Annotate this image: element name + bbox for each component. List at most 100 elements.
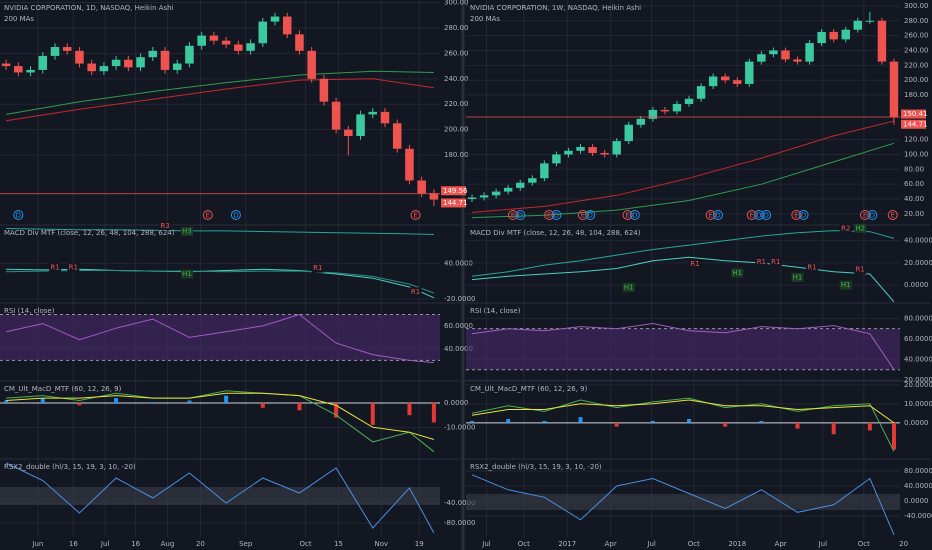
candle-body bbox=[708, 76, 718, 87]
indicator-line bbox=[6, 390, 435, 453]
x-tick-label: Nov bbox=[374, 540, 388, 548]
histogram-bar bbox=[224, 395, 229, 403]
signal-label: R1 bbox=[856, 266, 865, 274]
candle-body bbox=[99, 66, 109, 72]
x-tick-label: Oct bbox=[858, 540, 870, 548]
price-tag-label: 144.71 bbox=[903, 120, 928, 128]
event-marker bbox=[860, 210, 871, 220]
event-marker bbox=[887, 210, 898, 220]
candle-body bbox=[429, 193, 439, 200]
signal-label: R2 bbox=[841, 224, 850, 232]
candle-body bbox=[781, 50, 790, 60]
x-tick-label: Aug bbox=[161, 540, 175, 548]
price-tag-label: 144.71 bbox=[443, 199, 468, 207]
event-label: D bbox=[756, 212, 761, 220]
histogram-bar bbox=[542, 420, 547, 423]
candle-body bbox=[612, 141, 621, 155]
signal-label: R1 bbox=[50, 264, 59, 272]
signal-label: R1 bbox=[690, 260, 699, 268]
y-tick-label: 40.0000 bbox=[444, 345, 473, 353]
event-marker bbox=[544, 210, 555, 220]
price-tag-label: 150.41 bbox=[903, 110, 928, 118]
x-tick-label: Jul bbox=[481, 540, 491, 548]
indicator-line bbox=[471, 399, 895, 424]
y-tick-label: -40.0000 bbox=[444, 499, 475, 507]
signal-box bbox=[67, 263, 80, 273]
x-tick-label: 16 bbox=[131, 540, 140, 548]
signal-box bbox=[805, 262, 818, 272]
candle-body bbox=[307, 50, 316, 79]
candle-body bbox=[319, 78, 329, 102]
candle-body bbox=[295, 34, 304, 51]
y-tick-label: 220.00 bbox=[444, 100, 469, 108]
y-tick-label: 20.00 bbox=[904, 210, 924, 218]
event-label: D bbox=[16, 212, 21, 220]
histogram-bar bbox=[4, 400, 9, 403]
candle-body bbox=[841, 29, 850, 40]
candle-body bbox=[648, 109, 658, 119]
signal-label: R1 bbox=[313, 264, 322, 272]
event-marker bbox=[551, 210, 562, 220]
candle-body bbox=[392, 123, 402, 149]
event-marker bbox=[508, 210, 519, 220]
price-tag bbox=[901, 109, 926, 119]
y-tick-label: 20.0000 bbox=[904, 376, 932, 384]
event-label: D bbox=[554, 212, 559, 220]
candle-body bbox=[344, 129, 353, 137]
signal-label: H1 bbox=[624, 283, 634, 291]
candle-body bbox=[417, 180, 426, 194]
signal-label: R3 bbox=[160, 222, 169, 230]
event-marker bbox=[515, 210, 526, 220]
signal-label: H1 bbox=[182, 270, 192, 278]
moving-average bbox=[471, 120, 895, 213]
y-tick-label: 10.0000 bbox=[904, 400, 932, 408]
signal-box bbox=[689, 259, 702, 269]
candle-body bbox=[246, 43, 255, 51]
event-label: D bbox=[632, 212, 637, 220]
chart-subtitle: 200 MAs bbox=[470, 15, 500, 23]
candle-body bbox=[479, 195, 489, 198]
pane-title: MACD Div MTF (close, 12, 26, 48, 104, 28… bbox=[4, 229, 175, 237]
x-tick-label: Jul bbox=[100, 540, 110, 548]
indicator-line bbox=[6, 268, 435, 299]
indicator-line bbox=[6, 392, 435, 440]
candle-body bbox=[720, 76, 730, 81]
x-tick-label: Jul bbox=[646, 540, 656, 548]
candle-body bbox=[148, 50, 158, 58]
signal-box bbox=[311, 263, 324, 273]
y-tick-label: 60.00 bbox=[904, 180, 924, 188]
event-marker bbox=[202, 210, 213, 220]
x-tick-label: 2018 bbox=[728, 540, 746, 548]
x-tick-label: Jun bbox=[31, 540, 43, 548]
x-tick-label: Apr bbox=[605, 540, 617, 548]
moving-average bbox=[6, 70, 434, 115]
indicator-line bbox=[6, 270, 435, 294]
chart-title: NVIDIA CORPORATION, 1W, NASDAQ, Heikin A… bbox=[470, 4, 641, 12]
candle-body bbox=[75, 50, 84, 64]
candle-body bbox=[516, 182, 525, 188]
x-tick-label: Oct bbox=[688, 540, 700, 548]
y-tick-label: 220.00 bbox=[904, 61, 929, 69]
histogram-bar bbox=[723, 422, 728, 427]
signal-label: R1 bbox=[757, 258, 766, 266]
y-tick-label: 120.00 bbox=[904, 136, 929, 144]
pane-title: RSI (14, close) bbox=[470, 307, 521, 315]
x-tick-label: Oct bbox=[300, 540, 312, 548]
event-marker bbox=[629, 210, 640, 220]
event-label: D bbox=[763, 212, 768, 220]
x-tick-label: Oct bbox=[518, 540, 530, 548]
y-tick-label: -80.0000 bbox=[444, 519, 475, 527]
x-tick-label: 20 bbox=[899, 540, 908, 548]
signal-box bbox=[409, 287, 422, 297]
candle-body bbox=[660, 109, 670, 112]
x-tick-label: 19 bbox=[415, 540, 424, 548]
histogram-bar bbox=[407, 402, 412, 416]
candle-body bbox=[528, 178, 537, 183]
pane-title: RSX2_double (hl/3, 15, 19, 3, 10, -20) bbox=[4, 463, 136, 471]
y-tick-label: 0.0000 bbox=[904, 419, 929, 427]
y-tick-label: 80.00 bbox=[904, 165, 924, 173]
candle-body bbox=[684, 98, 694, 104]
event-marker bbox=[761, 210, 772, 220]
x-tick-label: 15 bbox=[334, 540, 343, 548]
